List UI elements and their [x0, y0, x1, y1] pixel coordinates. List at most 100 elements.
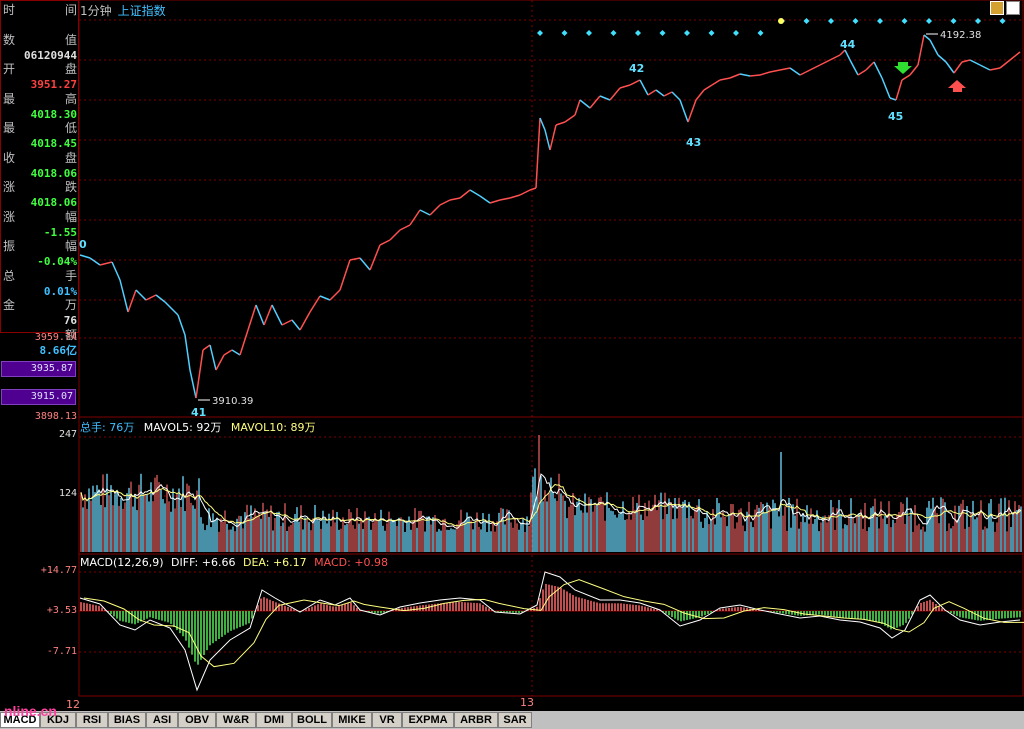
price-segment — [247, 304, 257, 331]
price-segment — [969, 59, 981, 66]
price-segment — [99, 261, 113, 266]
signal-diamond — [999, 18, 1006, 24]
price-pane-border — [78, 0, 1024, 418]
price-segment — [857, 69, 867, 76]
tab-kdj[interactable]: KDJ — [40, 712, 76, 728]
price-segment — [719, 77, 731, 81]
price-segment — [291, 319, 301, 331]
price-segment — [979, 64, 991, 71]
price-segment — [439, 199, 451, 206]
tab-asi[interactable]: ASI — [146, 712, 178, 728]
site-watermark: nline.cn — [4, 703, 57, 719]
price-segment — [749, 74, 761, 77]
price-segment — [961, 59, 971, 63]
price-segment — [873, 61, 883, 79]
signal-diamond — [635, 30, 641, 36]
price-segment — [479, 195, 491, 204]
tab-rsi[interactable]: RSI — [76, 712, 108, 728]
security-title[interactable]: 上证指数 — [117, 4, 166, 18]
info-label: 数 — [3, 32, 16, 47]
info-label-right: 间 — [64, 3, 77, 17]
period-label[interactable]: 1分钟 — [80, 4, 112, 18]
chart-header: 1分钟 上证指数 — [80, 2, 166, 19]
price-segment — [535, 117, 541, 189]
info-label-right: 幅 — [64, 239, 77, 253]
signal-diamond — [828, 18, 834, 24]
info-value: -1.55 — [43, 225, 77, 239]
chart-canvas[interactable]: 0 41 42 43 44 45 3910.39 4192.38 12 13 — [0, 0, 1024, 711]
price-segment — [509, 194, 521, 199]
price-segment — [389, 229, 401, 241]
tab-macd[interactable]: MACD — [0, 712, 40, 728]
signal-diamond — [975, 18, 981, 24]
tab-dmi[interactable]: DMI — [256, 712, 292, 728]
tab-wr[interactable]: W&R — [216, 712, 256, 728]
info-label: 振 — [3, 239, 16, 253]
price-segment — [369, 244, 381, 271]
info-label: 时 — [3, 3, 16, 17]
price-segment — [695, 89, 705, 101]
price-segment — [609, 87, 621, 101]
down-arrow-icon — [894, 62, 912, 74]
price-segment — [839, 49, 846, 56]
price-segment — [844, 49, 851, 61]
info-label-right: 盘 — [64, 62, 77, 76]
macd-params: MACD(12,26,9) — [80, 556, 164, 569]
info-value: 3951.27 — [30, 78, 77, 91]
tab-expma[interactable]: EXPMA — [402, 712, 454, 728]
price-segment — [703, 84, 713, 91]
tab-vr[interactable]: VR — [372, 712, 402, 728]
price-segment — [177, 314, 186, 336]
price-segment — [299, 311, 311, 331]
swap-icon[interactable] — [990, 1, 1004, 15]
price-axis-label: 3959.74 — [34, 332, 77, 343]
price-segment — [263, 304, 273, 326]
price-segment — [549, 124, 557, 151]
signal-dot — [778, 18, 784, 24]
price-segment — [409, 209, 421, 226]
macd-axis-label: +14.77 — [40, 565, 77, 576]
price-segment — [319, 295, 331, 301]
wave-label: 44 — [840, 38, 856, 51]
tab-bias[interactable]: BIAS — [108, 712, 146, 728]
low-value-label: 3910.39 — [212, 396, 253, 407]
tab-obv[interactable]: OBV — [178, 712, 216, 728]
price-segment — [195, 349, 204, 399]
info-value: -0.04% — [37, 255, 77, 268]
dea-line — [83, 579, 1024, 668]
price-segment — [145, 294, 157, 301]
price-segment — [865, 61, 875, 71]
tab-boll[interactable]: BOLL — [292, 712, 332, 728]
volume-axis-label: 247 — [58, 429, 77, 440]
info-label-right: 额 — [64, 327, 77, 342]
tab-arbr[interactable]: ARBR — [454, 712, 498, 728]
tab-mike[interactable]: MIKE — [332, 712, 372, 728]
tab-sar[interactable]: SAR — [498, 712, 532, 728]
price-segment — [671, 91, 681, 101]
price-segment — [901, 74, 911, 81]
signal-diamond — [659, 30, 666, 36]
price-segment — [647, 89, 657, 96]
price-segment — [329, 289, 341, 301]
price-segment — [544, 129, 551, 151]
info-label-right: 高 — [64, 91, 77, 106]
price-segment — [79, 254, 91, 259]
price-segment — [215, 354, 225, 371]
volume-total: 总手: 76万 — [80, 421, 135, 434]
signal-diamond — [586, 30, 592, 36]
info-label: 总 — [3, 268, 16, 283]
price-segment — [449, 197, 461, 201]
price-segment — [779, 67, 791, 71]
info-label: 收 — [3, 150, 16, 165]
info-label-right: 盘 — [64, 150, 77, 165]
x-axis-label: 12 — [66, 698, 80, 711]
price-segment — [629, 79, 641, 86]
price-segment — [189, 369, 197, 399]
price-segment — [309, 295, 321, 313]
price-segment — [789, 67, 801, 76]
price-segment — [589, 95, 601, 109]
price-segment — [429, 204, 441, 216]
info-value: 06120944 — [24, 48, 77, 62]
close-icon[interactable] — [1006, 1, 1020, 15]
price-segment — [399, 224, 411, 231]
